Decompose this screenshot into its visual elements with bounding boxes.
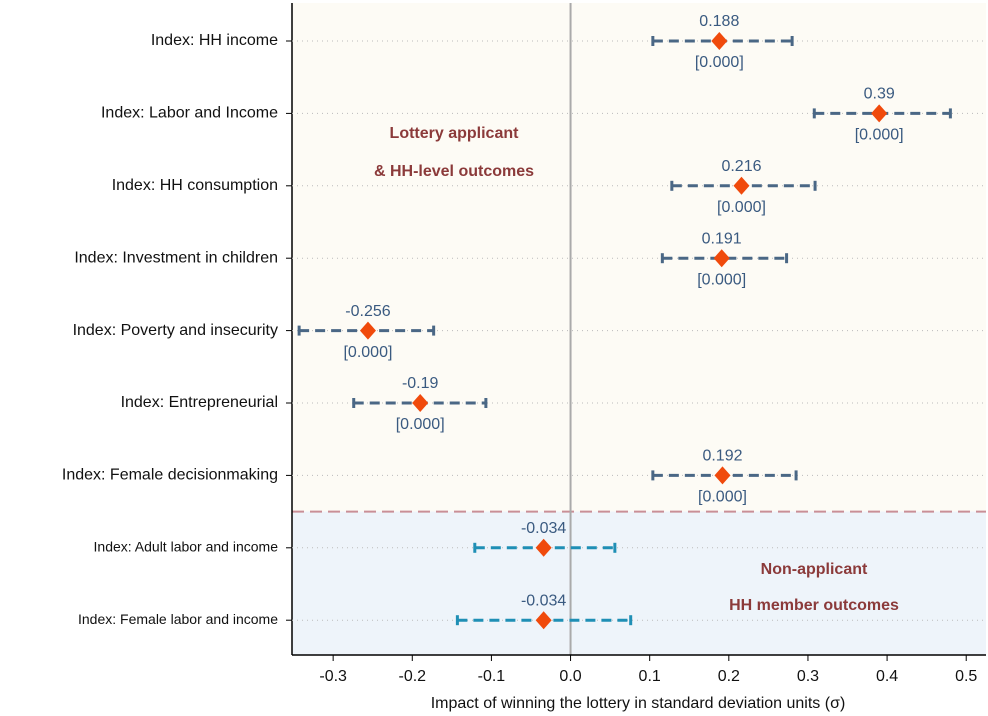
value-label: -0.19 [402,375,439,392]
p-value-label: [0.000] [396,416,445,433]
x-tick-label: 0.5 [955,668,977,685]
value-label: 0.39 [864,86,895,103]
p-value-label: [0.000] [717,199,766,216]
x-tick-label: -0.2 [398,668,426,685]
group-background [292,511,986,655]
group-annotation: & HH-level outcomes [374,163,534,180]
p-value-label: [0.000] [343,344,392,361]
point-estimate [412,394,429,412]
point-estimate [535,611,552,630]
p-value-label: [0.000] [855,127,904,144]
y-tick-label: Index: HH consumption [112,177,278,194]
value-label: 0.188 [699,13,739,30]
x-axis-title: Impact of winning the lottery in standar… [431,695,846,712]
point-estimate [733,176,750,195]
value-label: 0.191 [702,230,742,247]
y-tick-label: Index: HH income [151,32,278,49]
group-annotation: Lottery applicant [390,125,520,142]
x-tick-label: -0.3 [319,668,347,685]
y-tick-label: Index: Entrepreneurial [121,394,278,411]
value-label: -0.034 [521,592,566,609]
group-background [292,3,986,512]
point-estimate [535,538,552,557]
x-tick-label: 0.2 [718,668,740,685]
y-tick-label: Index: Labor and Income [101,105,278,122]
x-tick-label: 0.0 [559,668,581,685]
point-estimate [871,104,888,123]
point-estimate [714,466,731,485]
x-tick-label: -0.1 [478,668,506,685]
y-tick-label: Index: Adult labor and income [94,539,279,555]
point-estimate [713,249,730,268]
value-label: -0.034 [521,520,566,537]
x-tick-label: 0.1 [639,668,661,685]
p-value-label: [0.000] [695,54,744,71]
x-tick-label: 0.4 [876,668,898,685]
point-estimate [359,321,376,340]
point-estimate [711,32,728,50]
group-annotation: HH member outcomes [729,597,899,614]
y-tick-label: Index: Female labor and income [78,611,278,627]
value-label: -0.256 [345,303,390,320]
x-tick-label: 0.3 [797,668,819,685]
value-label: 0.216 [721,158,761,175]
value-label: 0.192 [702,448,742,465]
y-tick-label: Index: Poverty and insecurity [73,322,278,339]
group-annotation: Non-applicant [761,561,868,578]
p-value-label: [0.000] [697,271,746,288]
y-tick-label: Index: Investment in children [74,249,278,266]
p-value-label: [0.000] [698,489,747,506]
y-tick-label: Index: Female decisionmaking [62,467,278,484]
